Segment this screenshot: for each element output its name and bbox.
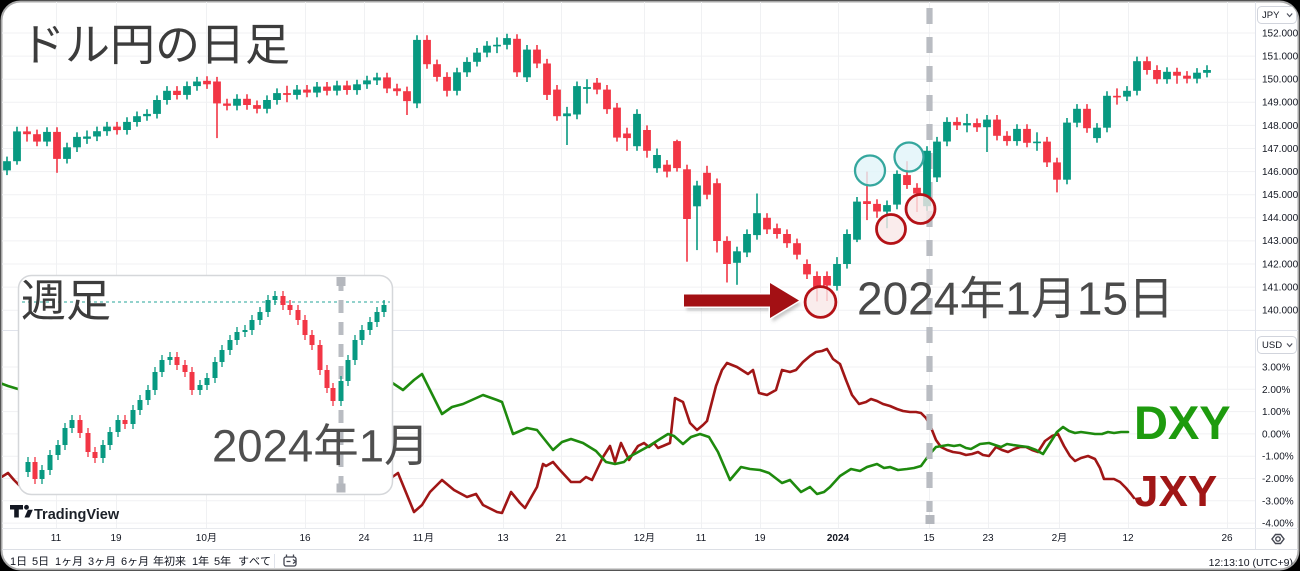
svg-text:19: 19 (110, 533, 122, 544)
svg-text:16: 16 (299, 533, 311, 544)
svg-text:26: 26 (1221, 533, 1233, 544)
svg-text:TradingView: TradingView (34, 507, 120, 523)
svg-text:-4.00%: -4.00% (1262, 519, 1294, 530)
svg-text:2024: 2024 (857, 273, 959, 325)
svg-text:23: 23 (982, 533, 994, 544)
svg-text:151.000: 151.000 (1262, 52, 1299, 63)
svg-text:2024: 2024 (212, 421, 313, 472)
svg-text:3.00%: 3.00% (1262, 363, 1290, 374)
svg-text:150.000: 150.000 (1262, 75, 1299, 86)
svg-text:2: 2 (1052, 533, 1058, 544)
svg-text:5: 5 (32, 556, 38, 568)
svg-text:146.000: 146.000 (1262, 167, 1299, 178)
svg-text:140.000: 140.000 (1262, 306, 1299, 317)
svg-text:2024: 2024 (827, 533, 850, 544)
svg-text:JPY: JPY (1262, 10, 1280, 21)
svg-text:1: 1 (55, 556, 61, 568)
svg-text:11: 11 (51, 533, 62, 544)
svg-text:11: 11 (696, 533, 707, 544)
svg-text:142.000: 142.000 (1262, 259, 1299, 270)
svg-text:12:13:10 (UTC+9): 12:13:10 (UTC+9) (1209, 557, 1293, 569)
svg-text:149.000: 149.000 (1262, 98, 1299, 109)
svg-text:19: 19 (754, 533, 766, 544)
svg-text:1: 1 (359, 421, 384, 472)
svg-text:21: 21 (555, 533, 567, 544)
svg-text:DXY: DXY (1134, 396, 1231, 449)
svg-text:15: 15 (923, 533, 935, 544)
svg-text:1: 1 (10, 556, 16, 568)
svg-text:1: 1 (1005, 273, 1031, 325)
svg-text:144.000: 144.000 (1262, 213, 1299, 224)
svg-text:13: 13 (497, 533, 509, 544)
svg-text:10: 10 (196, 533, 208, 544)
svg-text:3: 3 (88, 556, 94, 568)
svg-text:5: 5 (214, 556, 220, 568)
svg-text:12: 12 (1122, 533, 1134, 544)
svg-text:-3.00%: -3.00% (1262, 496, 1294, 507)
svg-text:JXY: JXY (1134, 467, 1217, 516)
svg-text:1: 1 (192, 556, 198, 568)
svg-text:141.000: 141.000 (1262, 282, 1299, 293)
svg-text:12: 12 (634, 533, 646, 544)
svg-text:15: 15 (1077, 273, 1128, 325)
svg-text:152.000: 152.000 (1262, 29, 1299, 40)
svg-text:143.000: 143.000 (1262, 236, 1299, 247)
svg-text:147.000: 147.000 (1262, 144, 1299, 155)
svg-text:145.000: 145.000 (1262, 190, 1299, 201)
svg-text:1.00%: 1.00% (1262, 407, 1290, 418)
svg-text:0.00%: 0.00% (1262, 429, 1290, 440)
svg-text:USD: USD (1262, 340, 1282, 351)
svg-text:11: 11 (413, 533, 424, 544)
svg-text:24: 24 (358, 533, 370, 544)
svg-text:-2.00%: -2.00% (1262, 474, 1294, 485)
svg-text:-1.00%: -1.00% (1262, 452, 1294, 463)
svg-text:6: 6 (121, 556, 127, 568)
svg-text:148.000: 148.000 (1262, 121, 1299, 132)
svg-text:2.00%: 2.00% (1262, 385, 1290, 396)
